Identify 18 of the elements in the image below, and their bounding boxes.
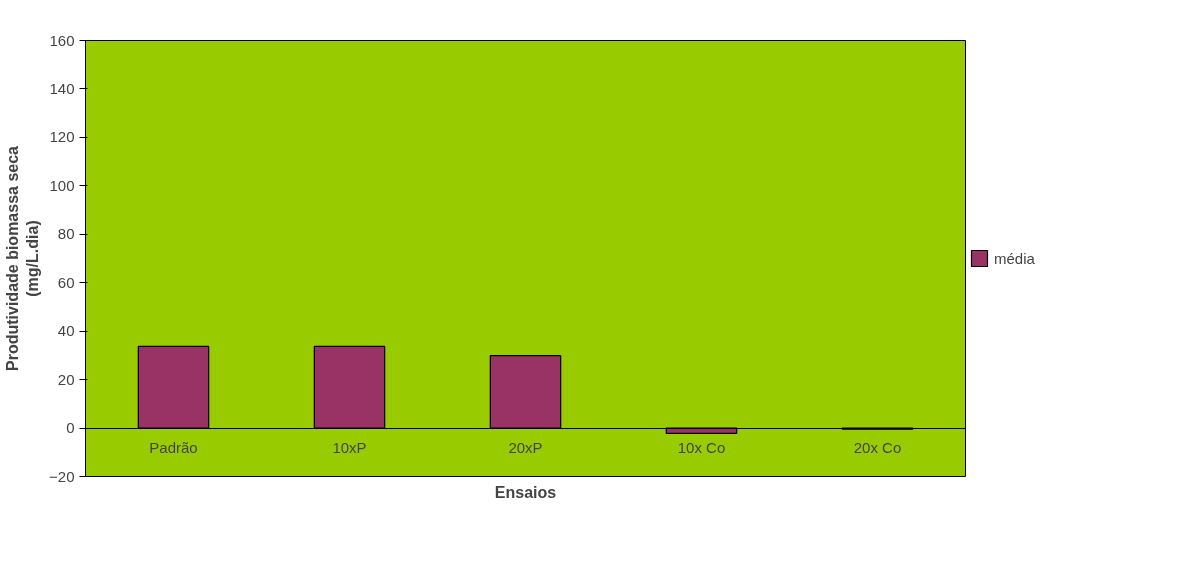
y-tick-label: 40	[57, 322, 75, 340]
y-tick-label: 60	[57, 273, 75, 291]
y-tick-label: 20	[57, 370, 75, 388]
y-tick-label: 160	[49, 31, 75, 49]
x-tick-label: 20xP	[508, 439, 543, 457]
y-axis-title: Produtividade biomassa seca (mg/L.dia)	[3, 145, 42, 371]
x-tick-label: 10xP	[332, 439, 367, 457]
x-tick-label: Padrão	[149, 439, 198, 457]
legend-label: média	[994, 249, 1035, 267]
y-tick-label: −20	[49, 467, 75, 485]
x-tick-label: 10x Co	[677, 439, 726, 457]
y-tick-label: 140	[49, 79, 75, 97]
y-tick-label: 80	[57, 225, 75, 243]
y-tick-label: 100	[49, 176, 75, 194]
y-tick-label: 120	[49, 128, 75, 146]
y-tick-label: 0	[66, 419, 75, 437]
x-tick-label: 20x Co	[853, 439, 902, 457]
x-axis-title: Ensaios	[494, 483, 557, 501]
